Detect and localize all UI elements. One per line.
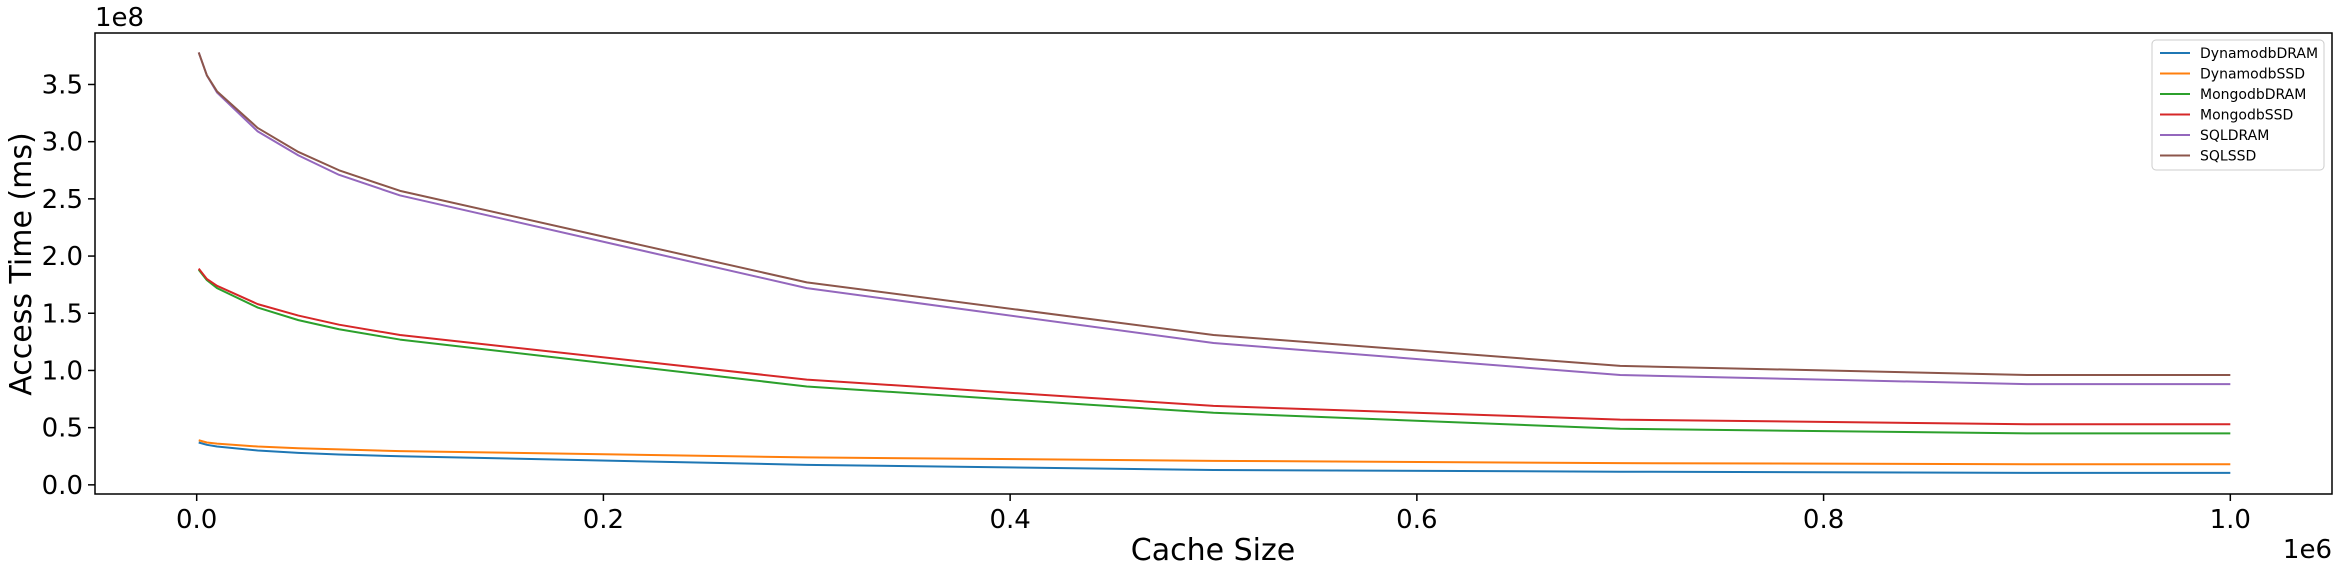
y-tick-label: 0.0 — [42, 471, 83, 501]
series-layer — [197, 52, 2231, 474]
legend-label-dynamodbdram: DynamodbDRAM — [2200, 46, 2318, 62]
y-tick-label: 1.5 — [42, 299, 83, 329]
legend: DynamodbDRAM DynamodbSSD MongodbDRAM Mongod… — [2151, 39, 2325, 171]
y-tick-label: 2.0 — [42, 242, 83, 272]
legend-box — [2151, 39, 2325, 171]
x-axis-multiplier: 1e6 — [2283, 535, 2332, 565]
x-tick-label: 0.4 — [989, 505, 1030, 535]
y-axis-ticks: 0.0 0.5 1.0 1.5 2.0 2.5 3.0 3.5 — [42, 70, 95, 501]
y-tick-label: 1.0 — [42, 356, 83, 386]
series-line-sqlssd — [197, 52, 2231, 377]
series-line-mongodbssd — [197, 268, 2231, 426]
legend-label-dynamodbssd: DynamodbSSD — [2200, 67, 2305, 83]
series-line-dynamodbssd — [198, 439, 2231, 466]
x-axis-title: Cache Size — [1131, 533, 1295, 568]
x-tick-label: 0.2 — [583, 505, 624, 535]
series-line-dynamodbdram — [198, 441, 2231, 474]
legend-label-sqlssd: SQLSSD — [2200, 149, 2256, 165]
y-tick-label: 3.5 — [42, 70, 83, 100]
x-tick-label: 0.0 — [176, 505, 217, 535]
x-tick-label: 0.8 — [1803, 505, 1844, 535]
y-tick-label: 3.0 — [42, 128, 83, 158]
y-axis-multiplier: 1e8 — [95, 3, 144, 33]
series-line-mongodbdram — [197, 269, 2231, 435]
x-axis-ticks: 0.0 0.2 0.4 0.6 0.8 1.0 — [176, 494, 2251, 535]
y-tick-label: 0.5 — [42, 414, 83, 444]
legend-label-mongodbssd: MongodbSSD — [2200, 108, 2293, 124]
plot-area-frame — [94, 32, 2333, 495]
legend-label-mongodbdram: MongodbDRAM — [2200, 87, 2306, 103]
y-axis-title: Access Time (ms) — [4, 132, 39, 395]
x-tick-label: 1.0 — [2210, 505, 2251, 535]
x-tick-label: 0.6 — [1396, 505, 1437, 535]
y-tick-label: 2.5 — [42, 185, 83, 215]
legend-label-sqldram: SQLDRAM — [2200, 128, 2269, 144]
